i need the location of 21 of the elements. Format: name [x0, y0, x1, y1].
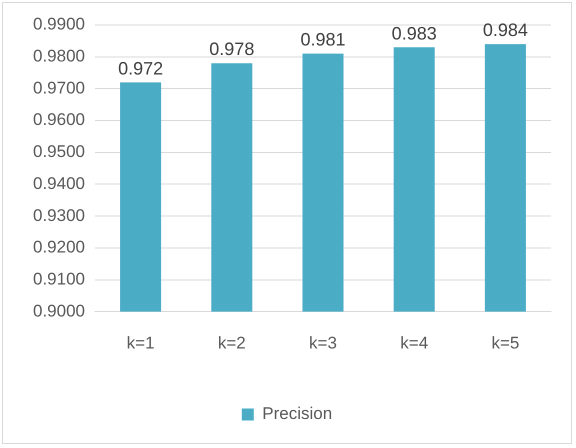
data-label: 0.984 — [482, 20, 528, 40]
y-tick-label: 0.9800 — [32, 46, 85, 66]
x-tick-label: k=1 — [126, 333, 155, 352]
y-tick-label: 0.9600 — [32, 110, 85, 130]
y-tick-label: 0.9200 — [32, 238, 85, 257]
y-tick-label: 0.9300 — [32, 206, 85, 225]
x-tick-label: k=3 — [309, 333, 337, 352]
data-label: 0.981 — [300, 30, 346, 50]
x-tick-label: k=4 — [400, 333, 428, 352]
y-tick-label: 0.9100 — [32, 269, 85, 288]
data-label: 0.983 — [392, 23, 437, 44]
data-label: 0.972 — [118, 58, 164, 78]
y-tick-label: 0.9500 — [32, 142, 85, 162]
y-tick-label: 0.9400 — [32, 174, 85, 193]
legend-label: Precision — [262, 404, 332, 424]
x-tick-label: k=5 — [491, 333, 520, 352]
x-tick-label: k=2 — [218, 333, 246, 352]
y-tick-label: 0.9900 — [32, 14, 85, 34]
data-label: 0.978 — [209, 39, 254, 60]
y-tick-label: 0.9700 — [32, 78, 85, 98]
y-tick-label: 0.9000 — [32, 301, 85, 320]
